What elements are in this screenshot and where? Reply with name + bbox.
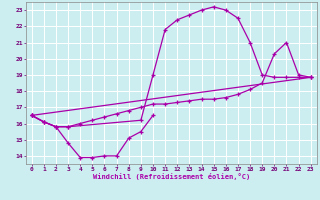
X-axis label: Windchill (Refroidissement éolien,°C): Windchill (Refroidissement éolien,°C)	[92, 173, 250, 180]
